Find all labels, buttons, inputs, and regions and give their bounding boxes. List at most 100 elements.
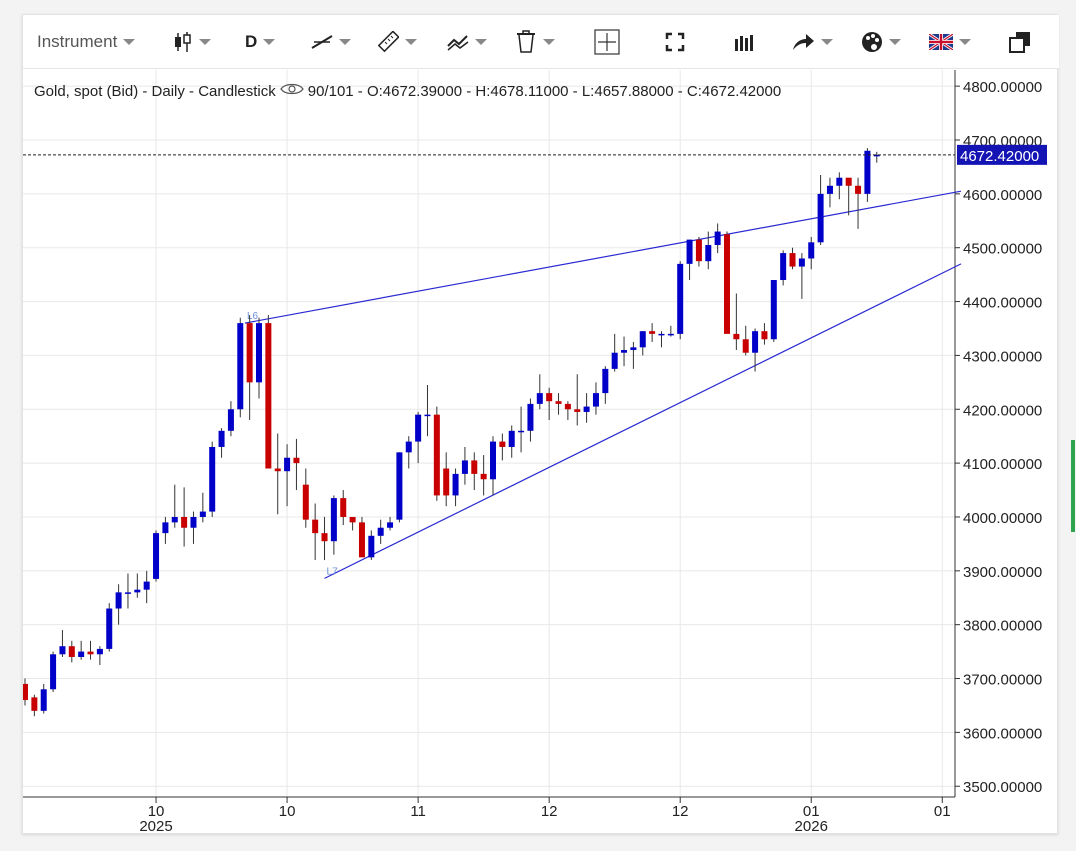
candle[interactable] [218,428,225,458]
candle[interactable] [536,374,543,410]
theme-selector[interactable] [861,15,901,69]
candle[interactable] [396,452,403,523]
candle[interactable] [302,468,309,528]
candle[interactable] [649,323,656,342]
share-button[interactable] [791,15,833,69]
candle[interactable] [433,406,440,501]
candle[interactable] [349,516,356,531]
trendline-tool[interactable] [311,15,351,69]
candle[interactable] [480,455,487,496]
candle[interactable] [256,317,262,399]
candle[interactable] [461,446,468,485]
candle[interactable] [162,516,169,544]
candle[interactable] [798,253,805,299]
chart-type-selector[interactable] [173,15,211,69]
candle[interactable] [87,640,94,660]
candle[interactable] [714,223,721,254]
candle[interactable] [115,584,122,625]
candle[interactable] [50,651,57,692]
candle[interactable] [761,323,768,345]
candle[interactable] [452,468,459,507]
candle[interactable] [284,444,291,507]
candle[interactable] [677,261,684,340]
candle[interactable] [789,247,796,270]
candle[interactable] [499,433,506,461]
candle[interactable] [387,516,394,531]
candle[interactable] [564,401,571,421]
candle[interactable] [190,511,197,544]
candle[interactable] [742,325,749,356]
candle[interactable] [377,519,384,544]
candle[interactable] [471,452,478,491]
candle[interactable] [611,333,618,372]
instrument-selector[interactable]: Instrument [37,15,136,69]
candle[interactable] [171,484,178,528]
candle[interactable] [855,177,862,229]
candle[interactable] [733,293,740,351]
delete-tool[interactable] [515,15,555,69]
candle[interactable] [415,411,422,464]
candle[interactable] [340,490,347,526]
candle[interactable] [873,151,880,163]
candle[interactable] [405,436,412,469]
candle[interactable] [134,573,141,598]
candle[interactable] [705,231,712,270]
candle[interactable] [143,570,150,604]
candle[interactable] [808,236,815,270]
candle[interactable] [124,573,131,609]
candle[interactable] [358,516,365,558]
popout-button[interactable] [1009,15,1031,69]
candle[interactable] [518,406,525,453]
candle[interactable] [508,425,515,458]
candle[interactable] [583,393,590,423]
candle[interactable] [246,315,253,421]
candle[interactable] [274,433,281,515]
candle[interactable] [312,503,319,561]
candle[interactable] [31,694,38,717]
candle[interactable] [227,401,234,437]
candlestick-chart[interactable]: 3500.00000 3600.00000 3700.00000 3800.00000… [23,15,1059,835]
indicator-tool[interactable] [447,15,487,69]
fullscreen-button[interactable] [665,15,685,69]
candle[interactable] [621,336,628,367]
candle[interactable] [368,530,375,561]
candle[interactable] [527,398,534,442]
candle[interactable] [686,239,693,281]
candle[interactable] [40,683,47,714]
candle[interactable] [293,438,300,491]
candle[interactable] [490,436,496,496]
candle[interactable] [864,148,871,202]
candle[interactable] [574,374,581,426]
candle[interactable] [602,366,609,404]
candle[interactable] [321,516,328,561]
candle[interactable] [153,530,160,582]
volume-button[interactable] [734,15,754,69]
candle[interactable] [330,495,337,555]
candle[interactable] [181,487,188,547]
candle[interactable] [555,393,562,415]
candle[interactable] [68,640,75,663]
candle[interactable] [59,630,66,657]
candle[interactable] [752,328,759,372]
candle[interactable] [592,382,599,415]
candle[interactable] [845,177,852,216]
candle[interactable] [630,341,637,369]
candle[interactable] [78,640,85,660]
candle[interactable] [209,441,216,517]
crosshair-toggle[interactable] [594,15,620,69]
candle[interactable] [424,385,431,437]
candle[interactable] [443,452,450,507]
candle[interactable] [23,678,28,706]
candle[interactable] [667,325,674,337]
candle[interactable] [836,172,843,200]
interval-selector[interactable]: D [245,15,276,69]
candle[interactable] [770,280,777,342]
eye-icon[interactable] [280,82,304,100]
measure-tool[interactable] [377,15,417,69]
candle[interactable] [724,231,730,334]
candle[interactable] [658,331,665,348]
candle[interactable] [265,315,272,469]
candle[interactable] [106,603,113,652]
candle[interactable] [817,175,824,246]
candle[interactable] [237,317,244,418]
